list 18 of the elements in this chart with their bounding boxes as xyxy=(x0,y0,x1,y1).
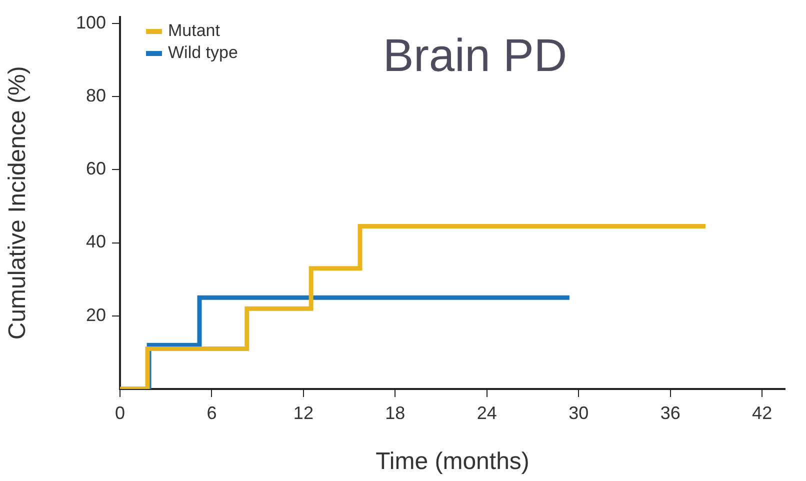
x-tick-label: 42 xyxy=(752,402,772,423)
x-tick-label: 24 xyxy=(476,402,497,423)
chart-title: Brain PD xyxy=(383,28,568,82)
y-tick-label: 60 xyxy=(86,158,106,179)
y-tick-label: 100 xyxy=(76,12,106,32)
x-tick-label: 18 xyxy=(385,402,406,423)
x-tick-label: 36 xyxy=(660,402,680,423)
legend-label: Wild type xyxy=(168,43,238,63)
y-tick-label: 80 xyxy=(86,85,106,106)
x-tick-label: 30 xyxy=(568,402,589,423)
y-tick-label: 40 xyxy=(86,232,106,252)
x-axis-title: Time (months) xyxy=(376,448,530,476)
x-tick-label: 12 xyxy=(293,402,314,423)
x-tick-label: 6 xyxy=(206,402,217,423)
legend-label: Mutant xyxy=(168,21,220,41)
y-tick-label: 20 xyxy=(86,304,106,325)
y-axis-title: Cumulative Incidence (%) xyxy=(4,66,32,340)
x-tick-label: 0 xyxy=(114,402,126,423)
